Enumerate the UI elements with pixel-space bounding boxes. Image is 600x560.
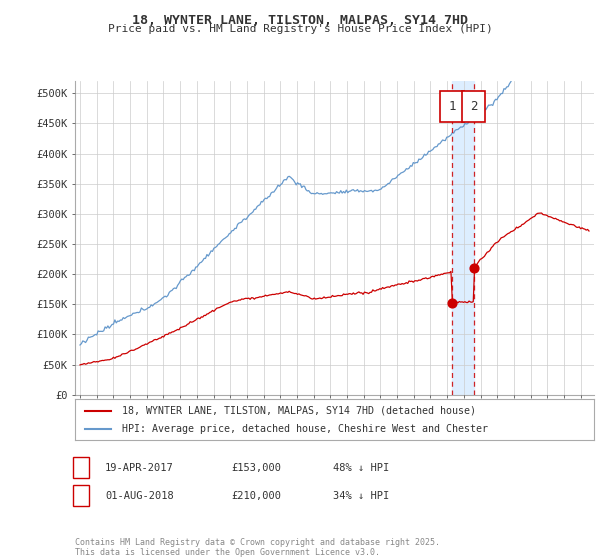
Text: 34% ↓ HPI: 34% ↓ HPI: [333, 491, 389, 501]
FancyBboxPatch shape: [462, 91, 485, 122]
Point: [447, 298, 457, 307]
Text: £153,000: £153,000: [231, 463, 281, 473]
Text: 01-AUG-2018: 01-AUG-2018: [105, 491, 174, 501]
Point: [469, 264, 478, 273]
Text: 18, WYNTER LANE, TILSTON, MALPAS, SY14 7HD (detached house): 18, WYNTER LANE, TILSTON, MALPAS, SY14 7…: [122, 405, 476, 416]
Bar: [452, 81, 473, 395]
Text: 1: 1: [78, 463, 84, 473]
Text: 48% ↓ HPI: 48% ↓ HPI: [333, 463, 389, 473]
Text: HPI: Average price, detached house, Cheshire West and Chester: HPI: Average price, detached house, Ches…: [122, 424, 488, 434]
Text: 2: 2: [78, 491, 84, 501]
Text: 1: 1: [448, 100, 456, 113]
Text: 19-APR-2017: 19-APR-2017: [105, 463, 174, 473]
Text: Contains HM Land Registry data © Crown copyright and database right 2025.
This d: Contains HM Land Registry data © Crown c…: [75, 538, 440, 557]
FancyBboxPatch shape: [440, 91, 464, 122]
Text: Price paid vs. HM Land Registry's House Price Index (HPI): Price paid vs. HM Land Registry's House …: [107, 24, 493, 34]
Text: £210,000: £210,000: [231, 491, 281, 501]
Text: 18, WYNTER LANE, TILSTON, MALPAS, SY14 7HD: 18, WYNTER LANE, TILSTON, MALPAS, SY14 7…: [132, 14, 468, 27]
Text: 2: 2: [470, 100, 477, 113]
